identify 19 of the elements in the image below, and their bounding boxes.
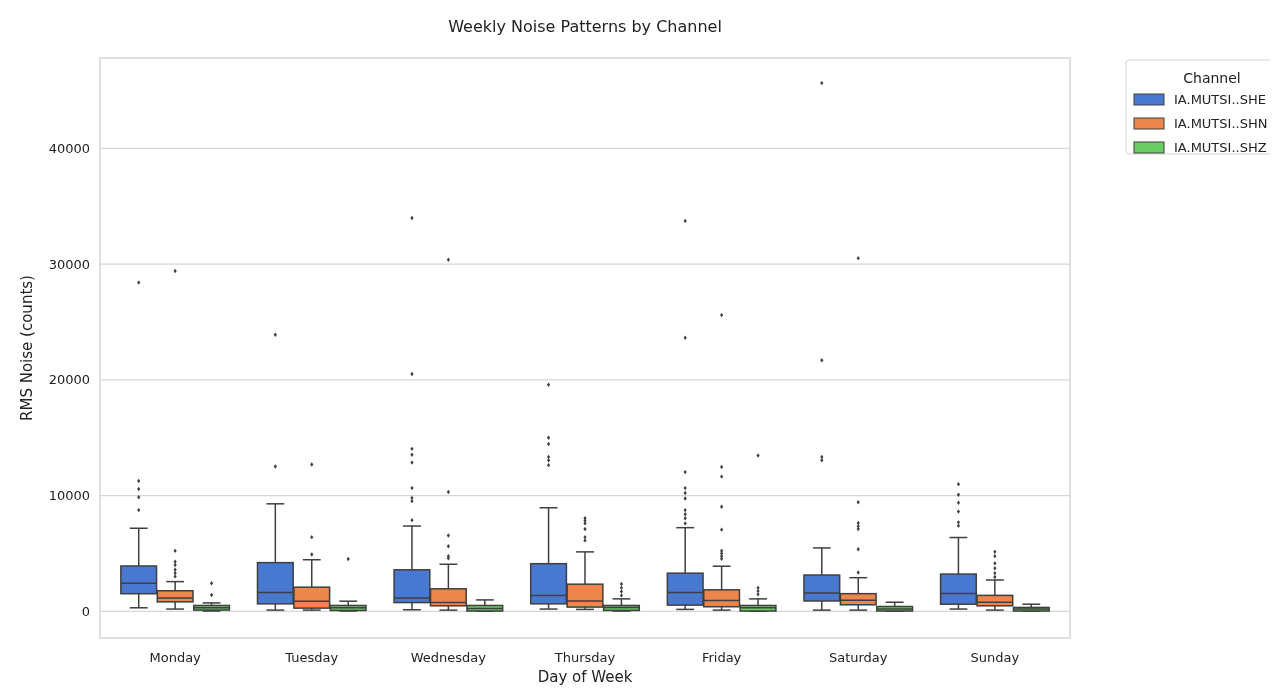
x-tick-label: Saturday (828, 650, 888, 665)
y-tick-label: 10000 (48, 488, 90, 504)
x-tick-label: Thursday (553, 650, 616, 665)
y-axis-title: RMS Noise (counts) (18, 275, 36, 421)
x-tick-label: Sunday (970, 650, 1020, 665)
x-tick-label: Tuesday (284, 650, 339, 665)
x-tick-label: Friday (701, 650, 742, 665)
legend-label: IA.MUTSI..SHE (1174, 92, 1266, 107)
x-tick-label: Monday (149, 650, 202, 665)
y-tick-label: 30000 (48, 256, 90, 272)
x-tick-label: Wednesday (410, 650, 487, 665)
legend-label: IA.MUTSI..SHN (1174, 116, 1268, 131)
y-tick-label: 40000 (48, 140, 90, 156)
legend-label: IA.MUTSI..SHZ (1174, 140, 1267, 155)
y-tick-label: 20000 (48, 372, 90, 388)
y-tick-label: 0 (81, 603, 90, 619)
x-axis-title: Day of Week (537, 668, 633, 686)
legend-title: Channel (1183, 70, 1241, 86)
chart-title: Weekly Noise Patterns by Channel (448, 17, 722, 36)
